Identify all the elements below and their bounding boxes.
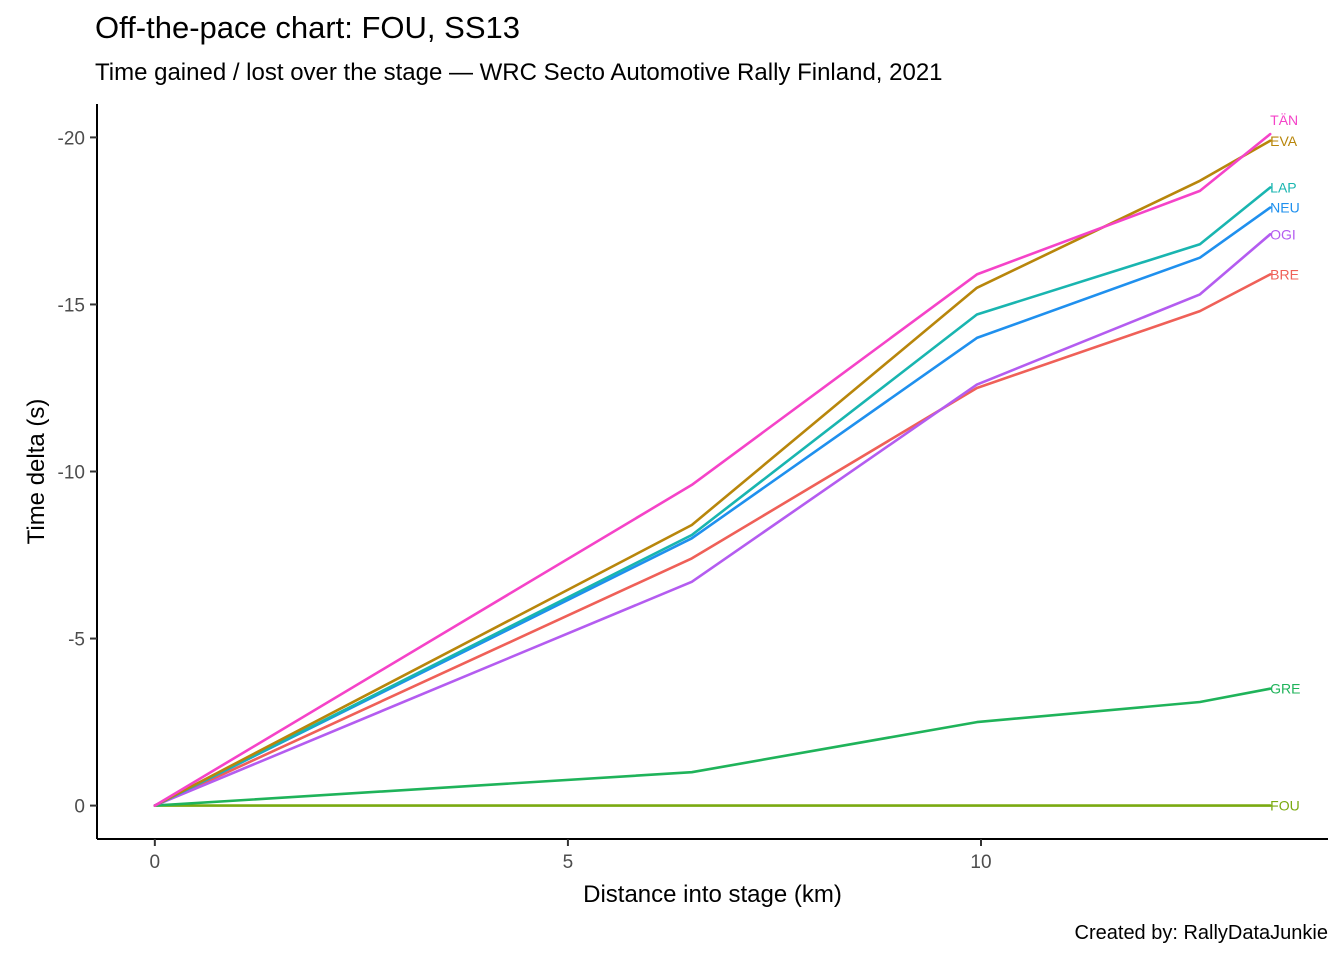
series-line-tn bbox=[153, 132, 1272, 807]
series-line-lap bbox=[153, 186, 1272, 807]
series-line-bre bbox=[153, 273, 1272, 807]
x-tick-label: 5 bbox=[563, 852, 574, 873]
y-tick-label: -10 bbox=[58, 463, 85, 484]
end-label-eva: EVA bbox=[1270, 133, 1298, 149]
end-label-ogi: OGI bbox=[1270, 226, 1296, 242]
y-tick-label: -15 bbox=[58, 295, 85, 316]
end-label-fou: FOU bbox=[1270, 798, 1300, 814]
end-label-lap: LAP bbox=[1270, 180, 1296, 196]
end-label-gre: GRE bbox=[1270, 681, 1300, 697]
y-axis-title: Time delta (s) bbox=[23, 399, 50, 545]
y-tick-label: -5 bbox=[68, 630, 85, 651]
end-label-neu: NEU bbox=[1270, 200, 1300, 216]
series-line-ogi bbox=[153, 233, 1272, 807]
series-line-eva bbox=[153, 139, 1272, 807]
end-labels: TÄN EVA LAP NEU OGI BRE GRE FOU bbox=[1270, 112, 1300, 814]
end-label-tn: TÄN bbox=[1270, 112, 1298, 128]
end-label-bre: BRE bbox=[1270, 266, 1299, 282]
chart-title: Off-the-pace chart: FOU, SS13 bbox=[95, 10, 520, 45]
series-lines bbox=[153, 132, 1272, 807]
x-tick-label: 10 bbox=[970, 852, 991, 873]
y-tick-label: -20 bbox=[58, 128, 85, 149]
x-tick-label: 0 bbox=[150, 852, 161, 873]
series-line-gre bbox=[153, 687, 1272, 807]
y-tick-label: 0 bbox=[74, 797, 85, 818]
x-axis-title: Distance into stage (km) bbox=[583, 881, 842, 908]
ticks: 0 5 10 0 -5 -10 -15 -20 bbox=[58, 128, 992, 873]
chart-subtitle: Time gained / lost over the stage — WRC … bbox=[95, 59, 943, 86]
chart-caption: Created by: RallyDataJunkie bbox=[1074, 922, 1328, 944]
series-line-neu bbox=[153, 206, 1272, 807]
